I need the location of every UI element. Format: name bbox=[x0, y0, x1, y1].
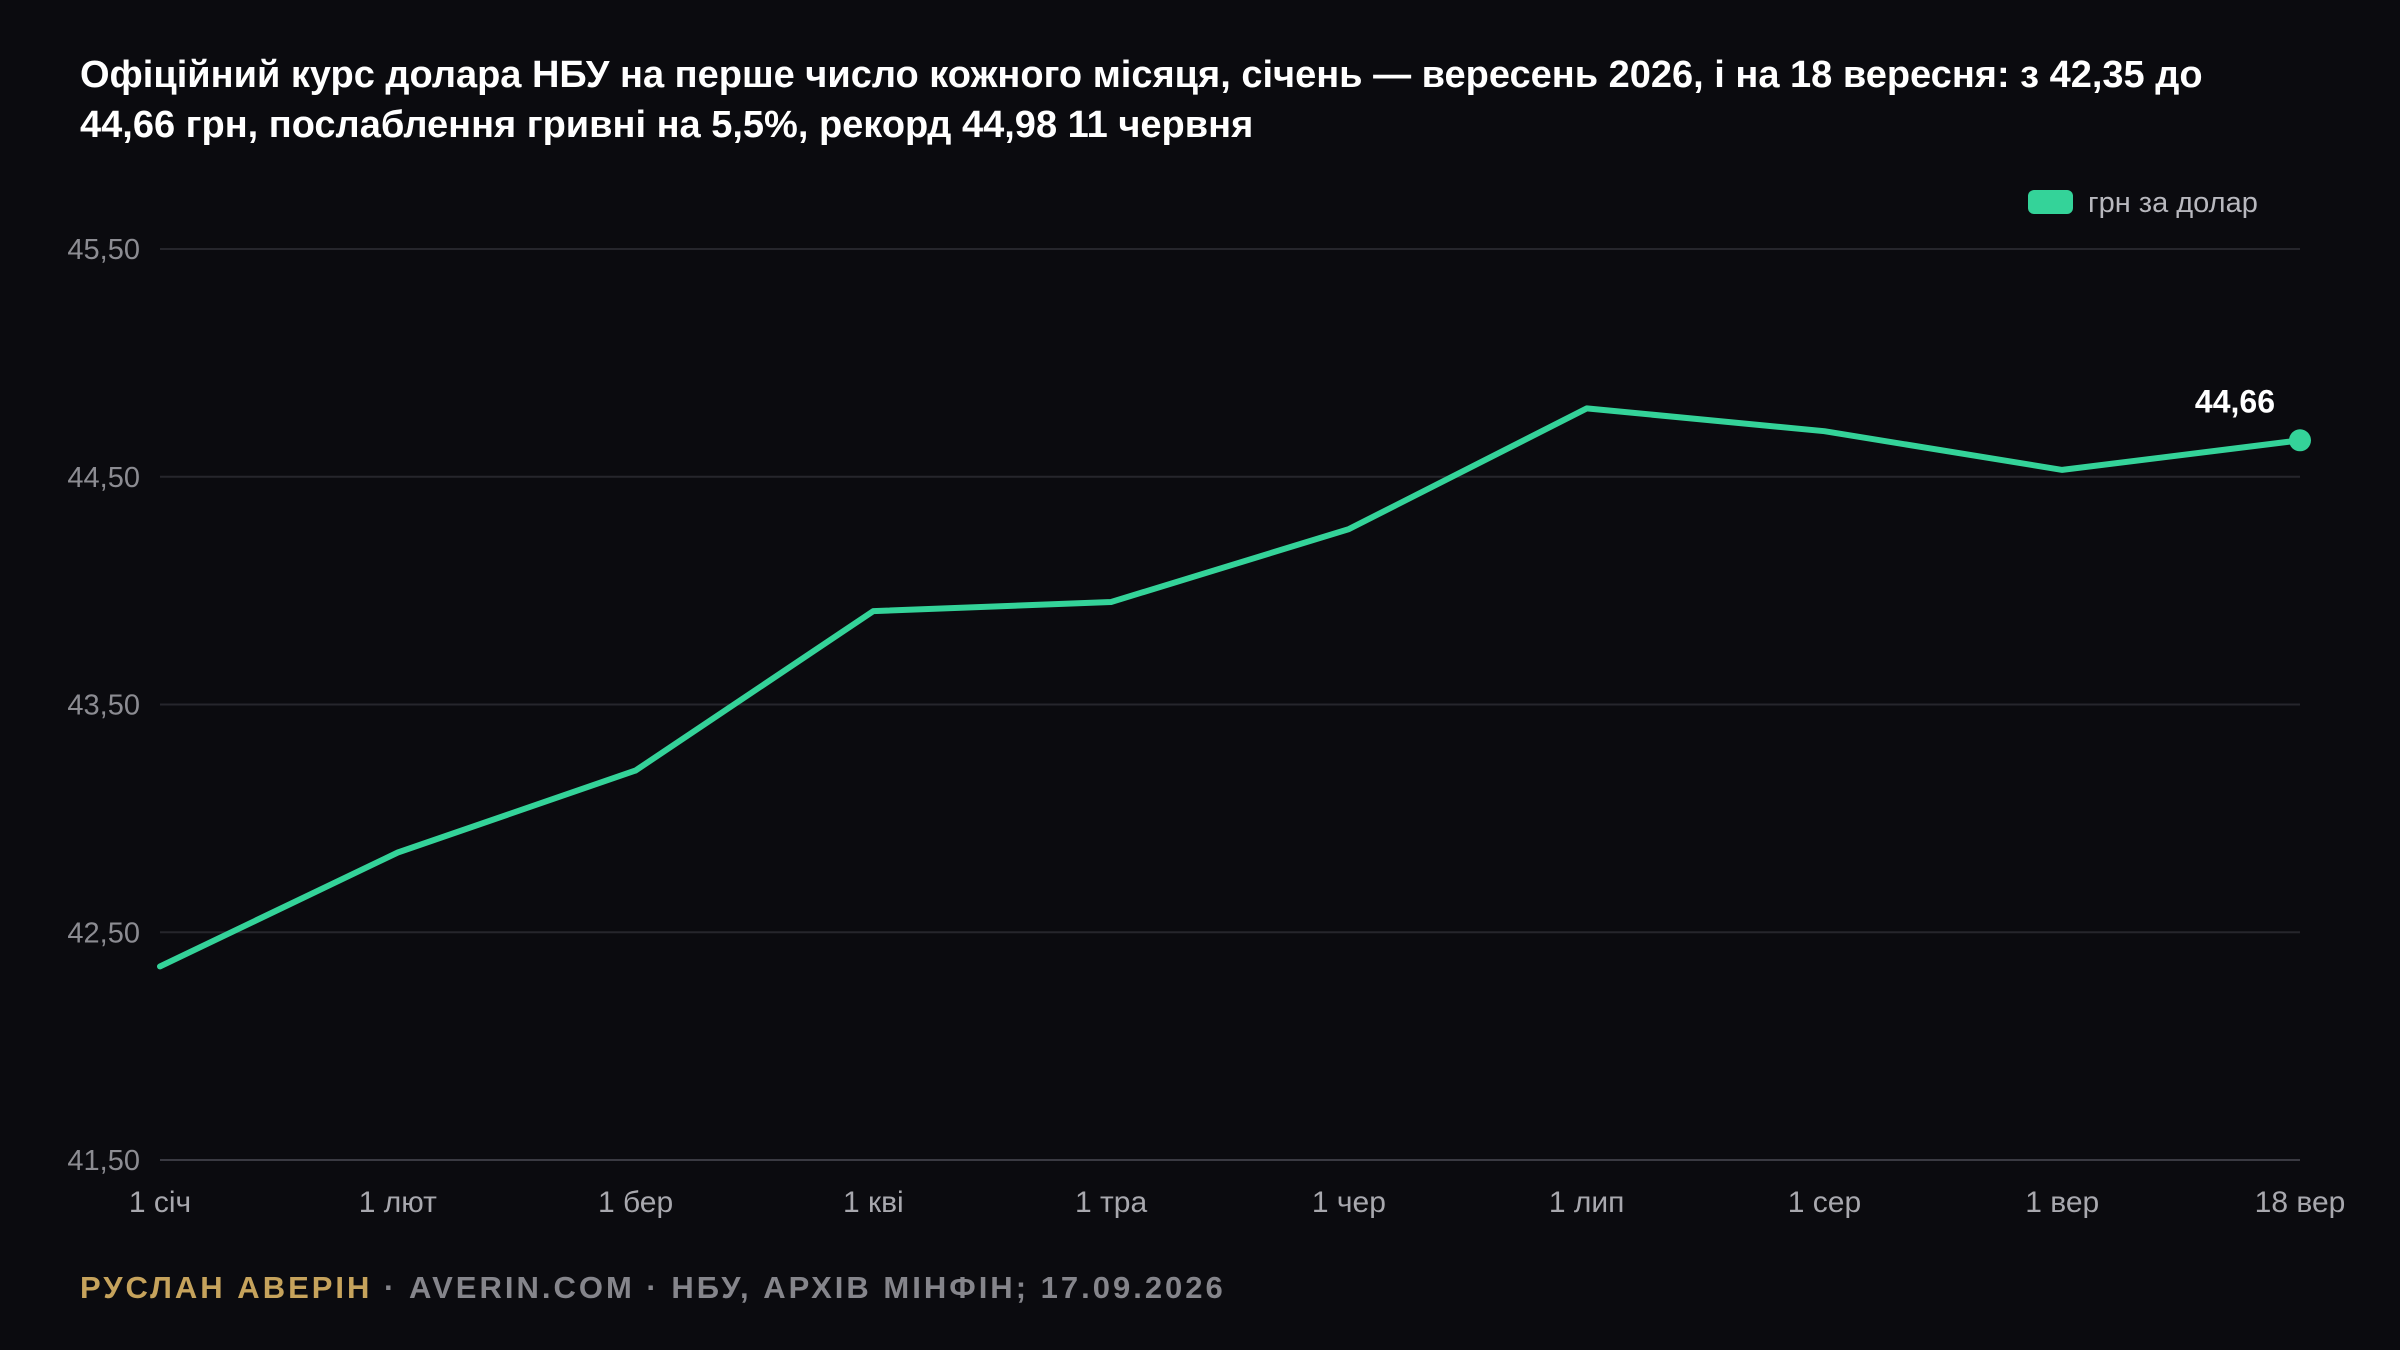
footer-site: AVERIN.COM bbox=[409, 1270, 635, 1305]
y-tick-label: 43,50 bbox=[67, 690, 140, 722]
footer-separator: · bbox=[634, 1270, 672, 1305]
legend: грн за долар bbox=[2028, 187, 2258, 219]
footer-credits: РУСЛАН АВЕРІН · AVERIN.COM · НБУ, АРХІВ … bbox=[80, 1270, 1226, 1306]
x-tick-label: 1 бер bbox=[598, 1186, 673, 1219]
y-tick-label: 42,50 bbox=[67, 917, 140, 949]
x-tick-label: 1 чер bbox=[1312, 1186, 1386, 1219]
data-point-marker bbox=[2289, 429, 2311, 452]
x-tick-label: 1 лют bbox=[359, 1186, 437, 1219]
y-tick-label: 41,50 bbox=[67, 1145, 140, 1177]
legend-label: грн за долар bbox=[2088, 187, 2258, 219]
x-tick-label: 1 сер bbox=[1788, 1186, 1861, 1219]
series-layer: 44,66 bbox=[157, 383, 2311, 970]
footer-separator: · bbox=[372, 1270, 409, 1305]
x-tick-label: 1 кві bbox=[843, 1186, 904, 1219]
footer-author: РУСЛАН АВЕРІН bbox=[80, 1270, 373, 1305]
data-value-label: 44,66 bbox=[2195, 383, 2275, 419]
series-line bbox=[157, 405, 2303, 970]
x-tick-label: 1 тра bbox=[1075, 1186, 1147, 1219]
legend-swatch bbox=[2028, 190, 2073, 214]
y-tick-label: 45,50 bbox=[67, 234, 140, 266]
y-tick-label: 44,50 bbox=[67, 462, 140, 494]
x-tick-label: 1 вер bbox=[2025, 1186, 2099, 1219]
x-tick-label: 1 січ bbox=[129, 1186, 191, 1219]
x-tick-label: 18 вер bbox=[2255, 1186, 2346, 1219]
grid-lines bbox=[160, 248, 2300, 1161]
x-tick-label: 1 лип bbox=[1549, 1186, 1625, 1219]
footer-source: НБУ, АРХІВ МІНФІН; 17.09.2026 bbox=[671, 1270, 1226, 1305]
y-axis-tick-labels: 45,50 44,50 43,50 42,50 41,50 bbox=[67, 234, 140, 1177]
x-axis-tick-labels: 1 січ 1 лют 1 бер 1 кві 1 тра 1 чер 1 лип 1 сер… bbox=[129, 1186, 2346, 1219]
chart-title: Офіційний курс долара НБУ на перше число… bbox=[80, 54, 2203, 146]
